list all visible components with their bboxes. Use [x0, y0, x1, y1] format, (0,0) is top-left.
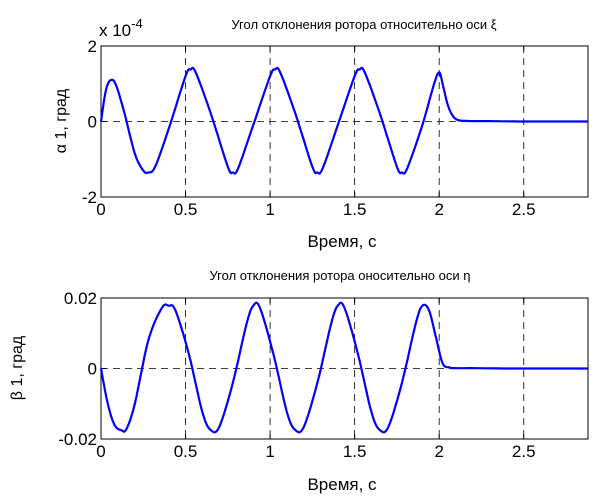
- bottom-chart-title: Угол отклонения ротора оносительно оси η: [210, 268, 471, 283]
- bottom-series-line: [99, 301, 588, 434]
- bottom-x-tick-label: 0: [96, 442, 105, 461]
- bottom-x-tick-label: 0.5: [174, 442, 198, 461]
- top-y-tick-label: 2: [88, 37, 97, 56]
- bottom-grid: [101, 298, 588, 439]
- bottom-x-tick-label: 2: [434, 442, 443, 461]
- bottom-y-tick-label: 0.02: [64, 289, 97, 308]
- top-y-tick-label: 0: [88, 113, 97, 132]
- bottom-x-axis-label: Время, с: [307, 475, 377, 494]
- bottom-x-tick-label: 1.5: [343, 442, 367, 461]
- bottom-y-tick-label: -0.02: [58, 430, 97, 449]
- top-y-tick-label: -2: [82, 188, 97, 207]
- top-series-line: [99, 66, 588, 175]
- bottom-x-tick-label: 1: [265, 442, 274, 461]
- bottom-x-tick-label: 2.5: [512, 442, 536, 461]
- top-exponent-label: x 10-4: [99, 16, 143, 40]
- bottom-y-tick-label: 0: [88, 360, 97, 379]
- top-y-axis-label: α 1, град: [53, 88, 70, 153]
- top-ticks: 0 0.5 1 1.5 2 2.5-202: [82, 37, 588, 219]
- top-chart-title: Угол отклонения ротора относительно оси …: [231, 17, 496, 32]
- top-subplot: 0 0.5 1 1.5 2 2.5-202 x 10-4 Угол отклонения …: [53, 16, 589, 251]
- top-x-axis-label: Время, с: [307, 232, 377, 251]
- top-x-tick-label: 1: [265, 200, 274, 219]
- top-x-tick-label: 2: [434, 200, 443, 219]
- bottom-y-axis-label: β 1, град: [9, 335, 26, 400]
- top-x-tick-label: 0.5: [174, 200, 198, 219]
- top-x-tick-label: 2.5: [512, 200, 536, 219]
- top-x-tick-label: 0: [96, 200, 105, 219]
- top-x-tick-label: 1.5: [343, 200, 367, 219]
